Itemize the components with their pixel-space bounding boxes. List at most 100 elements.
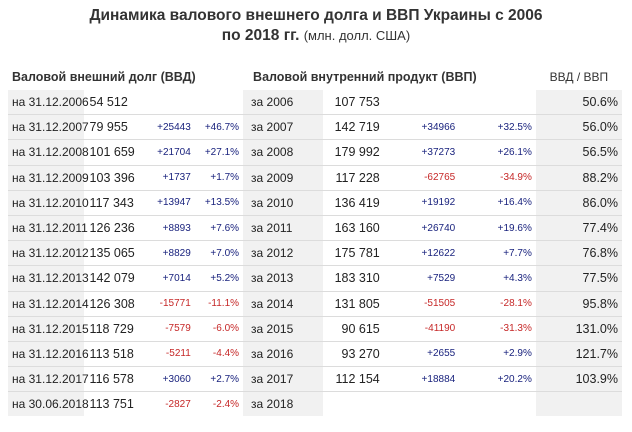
gdp-percent-cell: +20.2% bbox=[459, 366, 536, 393]
gdp-change-cell bbox=[386, 392, 459, 417]
debt-percent-cell bbox=[194, 90, 244, 116]
gdp-value-cell: 163 160 bbox=[322, 215, 386, 242]
debt-percent-cell: -11.1% bbox=[194, 291, 244, 317]
gdp-percent-cell: +32.5% bbox=[459, 114, 536, 141]
gdp-change-cell: +26740 bbox=[385, 215, 460, 242]
gdp-value-cell: 90 615 bbox=[322, 316, 386, 342]
table-row: на 31.12.2008 101 659 +21704 +27.1% за 2008 1… bbox=[8, 139, 622, 166]
gdp-change-cell: +7529 bbox=[385, 265, 460, 292]
gdp-percent-cell: +2.9% bbox=[459, 341, 536, 368]
year-cell: за 2013 bbox=[243, 265, 323, 292]
table-row: на 31.12.2009 103 396 +1737 +1.7% за 2009 117… bbox=[8, 165, 622, 191]
debt-change-cell: +21704 bbox=[146, 139, 195, 166]
year-cell: за 2018 bbox=[243, 391, 323, 417]
gdp-value-cell: 175 781 bbox=[322, 240, 386, 267]
gdp-change-cell: +2655 bbox=[385, 341, 460, 368]
date-cell: на 31.12.2009 bbox=[8, 165, 89, 191]
date-cell: на 31.12.2011 bbox=[8, 215, 88, 242]
gdp-percent-cell: -31.3% bbox=[459, 316, 536, 342]
gdp-value-cell: 131 805 bbox=[322, 291, 386, 317]
date-cell: на 31.12.2017 bbox=[8, 366, 89, 393]
ratio-cell: 121.7% bbox=[535, 341, 622, 368]
ratio-cell: 56.5% bbox=[535, 139, 622, 166]
table-row: на 31.12.2006 54 512 за 2006 107 753 50.6% bbox=[8, 90, 622, 116]
debt-value-cell: 142 079 bbox=[83, 265, 147, 292]
debt-gdp-table: Валовой внешний долг (ВВД) Валовой внутр… bbox=[8, 64, 622, 417]
gdp-percent-cell: -34.9% bbox=[459, 165, 536, 191]
year-cell: за 2016 bbox=[243, 341, 323, 368]
ratio-cell: 86.0% bbox=[535, 190, 622, 216]
ratio-cell bbox=[535, 391, 622, 417]
gdp-value-cell: 136 419 bbox=[322, 190, 386, 216]
gdp-percent-cell: +16.4% bbox=[459, 190, 536, 216]
gdp-value-cell: 183 310 bbox=[322, 265, 386, 292]
table-row: на 31.12.2011 126 236 +8893 +7.6% за 2011 163… bbox=[8, 215, 622, 242]
gdp-value-cell: 117 228 bbox=[322, 165, 386, 191]
year-cell: за 2011 bbox=[243, 215, 323, 242]
ratio-cell: 76.8% bbox=[535, 240, 622, 267]
debt-value-cell: 113 751 bbox=[89, 397, 134, 412]
debt-percent-cell: -6.0% bbox=[194, 316, 244, 342]
table-row: на 30.06.2018 113 751 -2827 -2.4% за 2018 bbox=[8, 391, 622, 417]
gdp-value-cell bbox=[323, 392, 386, 417]
ratio-cell: 88.2% bbox=[535, 165, 622, 191]
debt-value-cell: 118 729 bbox=[83, 316, 147, 342]
title-line-1: Динамика валового внешнего долга и ВВП У… bbox=[89, 7, 543, 24]
date-cell: на 31.12.2008 bbox=[8, 139, 89, 166]
header-ratio: ВВД / ВВП bbox=[549, 70, 609, 84]
debt-change-cell: +25443 bbox=[146, 114, 195, 141]
year-cell: за 2010 bbox=[243, 190, 323, 216]
gdp-value-cell: 93 270 bbox=[322, 341, 386, 368]
debt-percent-cell: +1.7% bbox=[194, 165, 244, 191]
gdp-change-cell: -41190 bbox=[385, 316, 460, 342]
date-cell: на 30.06.2018 bbox=[8, 391, 89, 417]
debt-percent-cell: -2.4% bbox=[212, 398, 240, 410]
date-cell: на 31.12.2014 bbox=[8, 291, 89, 317]
header-gdp: Валовой внутренний продукт (ВВП) bbox=[253, 70, 477, 84]
debt-change-cell: -5211 bbox=[146, 341, 195, 368]
debt-percent-cell: +2.7% bbox=[194, 366, 244, 393]
year-cell: за 2007 bbox=[243, 114, 323, 141]
year-cell: за 2014 bbox=[243, 291, 323, 317]
gdp-value-cell: 142 719 bbox=[322, 114, 386, 141]
table-row: на 31.12.2017 116 578 +3060 +2.7% за 2017 112… bbox=[8, 366, 622, 393]
date-cell: на 31.12.2015 bbox=[8, 316, 89, 342]
gdp-percent-cell bbox=[459, 392, 536, 417]
year-cell: за 2008 bbox=[243, 139, 323, 166]
title-unit: (млн. долл. США) bbox=[303, 28, 411, 43]
ratio-cell: 56.0% bbox=[535, 114, 622, 141]
debt-percent-cell: +7.6% bbox=[194, 215, 244, 242]
page-title: Динамика валового внешнего долга и ВВП У… bbox=[0, 6, 632, 46]
gdp-change-cell: -62765 bbox=[385, 165, 460, 191]
table-row: на 31.12.2010 117 343 +13947 +13.5% за 2010 1… bbox=[8, 190, 622, 216]
ratio-cell: 50.6% bbox=[535, 90, 622, 116]
gdp-change-cell: +19192 bbox=[385, 190, 460, 216]
year-cell: за 2015 bbox=[243, 316, 323, 342]
debt-change-cell: +8893 bbox=[146, 215, 195, 242]
debt-value-cell: 113 518 bbox=[83, 341, 147, 368]
debt-percent-cell: +46.7% bbox=[194, 114, 244, 141]
debt-value-cell: 103 396 bbox=[83, 165, 147, 191]
gdp-change-cell: +12622 bbox=[385, 240, 460, 267]
table-row: на 31.12.2016 113 518 -5211 -4.4% за 2016 93 … bbox=[8, 341, 622, 368]
date-cell: на 31.12.2010 bbox=[8, 190, 89, 216]
debt-percent-cell: -4.4% bbox=[194, 341, 244, 368]
debt-change-cell: +13947 bbox=[146, 190, 195, 216]
gdp-change-cell: +34966 bbox=[385, 114, 460, 141]
debt-change-cell: -7579 bbox=[146, 316, 195, 342]
year-cell: за 2009 bbox=[243, 165, 323, 191]
table-row: на 31.12.2013 142 079 +7014 +5.2% за 2013 183… bbox=[8, 265, 622, 292]
debt-percent-cell: +13.5% bbox=[194, 190, 244, 216]
header-debt: Валовой внешний долг (ВВД) bbox=[12, 70, 196, 84]
table-row: на 31.12.2007 79 955 +25443 +46.7% за 2007 14… bbox=[8, 114, 622, 141]
table-header-row: Валовой внешний долг (ВВД) Валовой внутр… bbox=[8, 64, 622, 90]
gdp-percent-cell: +26.1% bbox=[459, 139, 536, 166]
debt-value-cell: 79 955 bbox=[83, 114, 147, 141]
ratio-cell: 103.9% bbox=[535, 366, 622, 393]
debt-change-cell: +7014 bbox=[146, 265, 195, 292]
debt-value-cell: 126 308 bbox=[83, 291, 147, 317]
debt-change-cell: +3060 bbox=[146, 366, 195, 393]
date-cell: на 31.12.2012 bbox=[8, 240, 89, 267]
ratio-cell: 77.4% bbox=[535, 215, 622, 242]
table-row: на 31.12.2015 118 729 -7579 -6.0% за 2015 90 … bbox=[8, 316, 622, 342]
